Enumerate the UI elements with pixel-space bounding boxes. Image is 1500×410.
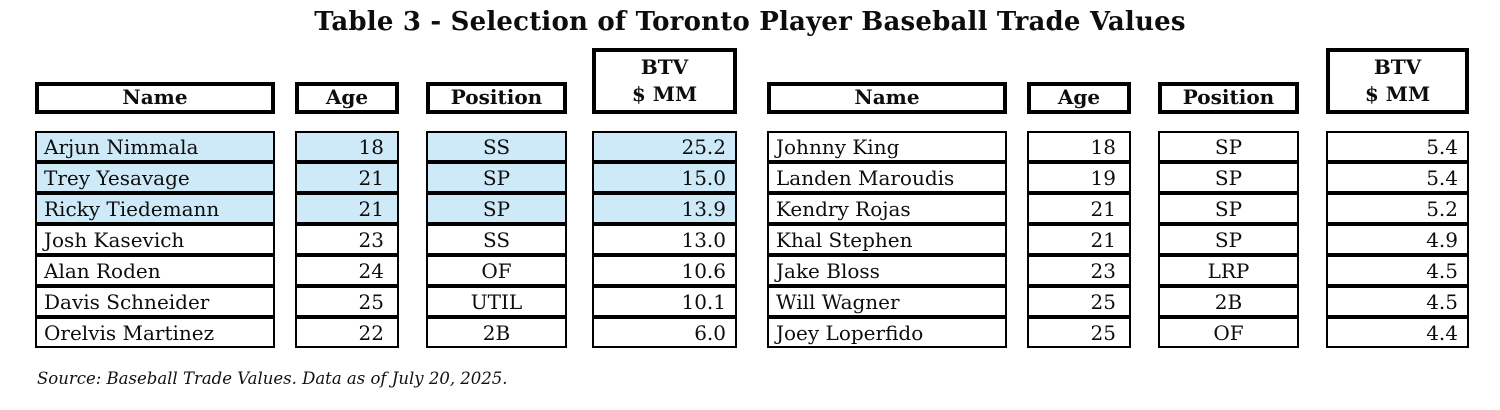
player-name-cell: Josh Kasevich <box>35 224 275 255</box>
btv-header-line2: $ MM <box>631 82 698 106</box>
age-cell: 21 <box>295 193 399 224</box>
player-name-cell: Davis Schneider <box>35 286 275 317</box>
age-cell: 23 <box>295 224 399 255</box>
btv-cell: 4.5 <box>1326 286 1469 317</box>
position-cell: UTIL <box>426 286 567 317</box>
left-btv-column: BTV $ MM 25.2 15.0 13.9 13.0 10.6 10.1 6… <box>592 48 737 348</box>
right-header-name: Name <box>767 82 1007 114</box>
age-cell: 21 <box>1027 224 1131 255</box>
btv-cell: 5.4 <box>1326 131 1469 162</box>
position-cell: SP <box>1158 193 1299 224</box>
right-header-position: Position <box>1158 82 1299 114</box>
player-name-cell: Alan Roden <box>35 255 275 286</box>
age-cell: 23 <box>1027 255 1131 286</box>
age-cell: 24 <box>295 255 399 286</box>
btv-cell: 10.1 <box>592 286 737 317</box>
btv-cell: 6.0 <box>592 317 737 348</box>
btv-header-line1: BTV <box>1373 55 1422 79</box>
btv-cell: 4.4 <box>1326 317 1469 348</box>
right-header-btv: BTV $ MM <box>1326 48 1469 114</box>
player-name-cell: Trey Yesavage <box>35 162 275 193</box>
left-header-btv: BTV $ MM <box>592 48 737 114</box>
table-title: Table 3 - Selection of Toronto Player Ba… <box>314 7 1186 37</box>
btv-cell: 13.0 <box>592 224 737 255</box>
left-position-column: Position SS SP SP SS OF UTIL 2B <box>426 48 567 348</box>
position-cell: SP <box>1158 224 1299 255</box>
right-header-age: Age <box>1027 82 1131 114</box>
player-name-cell: Khal Stephen <box>767 224 1007 255</box>
age-cell: 25 <box>1027 286 1131 317</box>
btv-cell: 4.9 <box>1326 224 1469 255</box>
player-name-cell: Joey Loperfido <box>767 317 1007 348</box>
right-btv-column: BTV $ MM 5.4 5.4 5.2 4.9 4.5 4.5 4.4 <box>1326 48 1469 348</box>
age-cell: 18 <box>1027 131 1131 162</box>
age-cell: 22 <box>295 317 399 348</box>
player-name-cell: Will Wagner <box>767 286 1007 317</box>
left-header-age: Age <box>295 82 399 114</box>
position-cell: 2B <box>426 317 567 348</box>
right-name-column: Name Johnny King Landen Maroudis Kendry … <box>767 48 1007 348</box>
btv-header-line1: BTV <box>640 55 689 79</box>
left-age-column: Age 18 21 21 23 24 25 22 <box>295 48 399 348</box>
btv-cell: 5.4 <box>1326 162 1469 193</box>
player-name-cell: Ricky Tiedemann <box>35 193 275 224</box>
btv-cell: 15.0 <box>592 162 737 193</box>
position-cell: SP <box>426 162 567 193</box>
tables-row: Name Arjun Nimmala Trey Yesavage Ricky T… <box>0 48 1500 348</box>
position-cell: SP <box>1158 131 1299 162</box>
player-name-cell: Johnny King <box>767 131 1007 162</box>
position-cell: SP <box>426 193 567 224</box>
player-name-cell: Arjun Nimmala <box>35 131 275 162</box>
age-cell: 25 <box>295 286 399 317</box>
position-cell: SS <box>426 131 567 162</box>
position-cell: SP <box>1158 162 1299 193</box>
btv-cell: 13.9 <box>592 193 737 224</box>
left-name-column: Name Arjun Nimmala Trey Yesavage Ricky T… <box>35 48 275 348</box>
left-header-position: Position <box>426 82 567 114</box>
btv-cell: 4.5 <box>1326 255 1469 286</box>
position-cell: 2B <box>1158 286 1299 317</box>
age-cell: 18 <box>295 131 399 162</box>
player-name-cell: Landen Maroudis <box>767 162 1007 193</box>
position-cell: OF <box>426 255 567 286</box>
btv-cell: 5.2 <box>1326 193 1469 224</box>
right-position-column: Position SP SP SP SP LRP 2B OF <box>1158 48 1299 348</box>
position-cell: SS <box>426 224 567 255</box>
position-cell: OF <box>1158 317 1299 348</box>
age-cell: 25 <box>1027 317 1131 348</box>
right-age-column: Age 18 19 21 21 23 25 25 <box>1027 48 1131 348</box>
btv-cell: 10.6 <box>592 255 737 286</box>
source-note: Source: Baseball Trade Values. Data as o… <box>37 369 508 388</box>
left-header-name: Name <box>35 82 275 114</box>
btv-cell: 25.2 <box>592 131 737 162</box>
age-cell: 21 <box>295 162 399 193</box>
position-cell: LRP <box>1158 255 1299 286</box>
player-name-cell: Kendry Rojas <box>767 193 1007 224</box>
player-name-cell: Orelvis Martinez <box>35 317 275 348</box>
btv-header-line2: $ MM <box>1364 82 1431 106</box>
player-name-cell: Jake Bloss <box>767 255 1007 286</box>
age-cell: 21 <box>1027 193 1131 224</box>
age-cell: 19 <box>1027 162 1131 193</box>
